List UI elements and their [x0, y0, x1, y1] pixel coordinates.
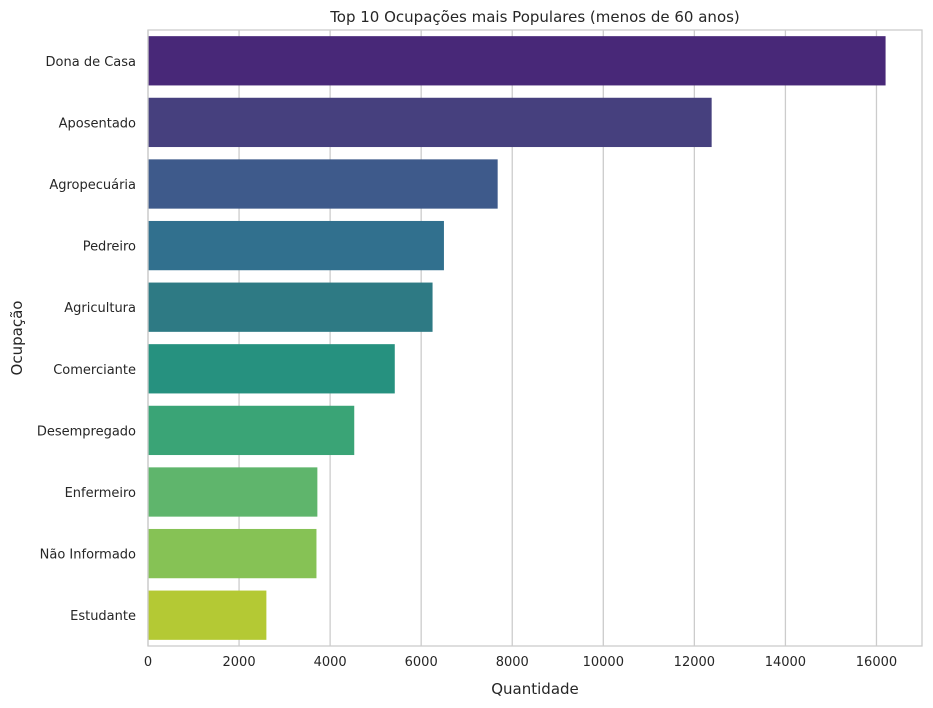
x-tick-label: 0: [144, 655, 152, 670]
plot-frame: [147, 29, 923, 647]
bar: [148, 36, 886, 86]
bar: [148, 97, 712, 148]
bar: [148, 590, 267, 640]
y-tick-label: Não Informado: [40, 548, 136, 563]
chart-title: Top 10 Ocupações mais Populares (menos d…: [329, 8, 740, 26]
bar: [148, 528, 317, 579]
bar: [148, 282, 433, 332]
y-tick-label: Aposentado: [59, 116, 136, 131]
x-axis-ticks: 0 2000 4000 6000 8000 10000 12000 14000 16000: [144, 655, 897, 670]
x-tick-label: 12000: [674, 655, 715, 670]
y-tick-label: Dona de Casa: [46, 55, 136, 70]
y-tick-label: Desempregado: [37, 424, 136, 439]
bar: [148, 344, 395, 394]
x-tick-label: 14000: [765, 655, 806, 670]
y-tick-label: Pedreiro: [83, 240, 136, 255]
x-tick-label: 4000: [314, 655, 347, 670]
x-tick-label: 2000: [223, 655, 256, 670]
bar: [148, 467, 318, 517]
y-axis-label: Ocupação: [8, 301, 26, 376]
x-tick-label: 16000: [856, 655, 897, 670]
y-tick-label: Agropecuária: [49, 178, 136, 193]
y-tick-label: Enfermeiro: [65, 486, 136, 501]
x-tick-label: 8000: [496, 655, 529, 670]
y-tick-label: Comerciante: [53, 363, 136, 378]
bar: [148, 405, 355, 456]
bar: [148, 220, 444, 271]
x-axis-label: Quantidade: [491, 680, 579, 698]
bar: [148, 159, 498, 209]
y-tick-label: Agricultura: [64, 301, 136, 316]
x-tick-label: 10000: [583, 655, 624, 670]
bars: [148, 36, 886, 640]
x-tick-label: 6000: [405, 655, 438, 670]
y-axis-ticks: Dona de Casa Aposentado Agropecuária Pedrei…: [37, 55, 136, 624]
y-tick-label: Estudante: [70, 609, 136, 624]
